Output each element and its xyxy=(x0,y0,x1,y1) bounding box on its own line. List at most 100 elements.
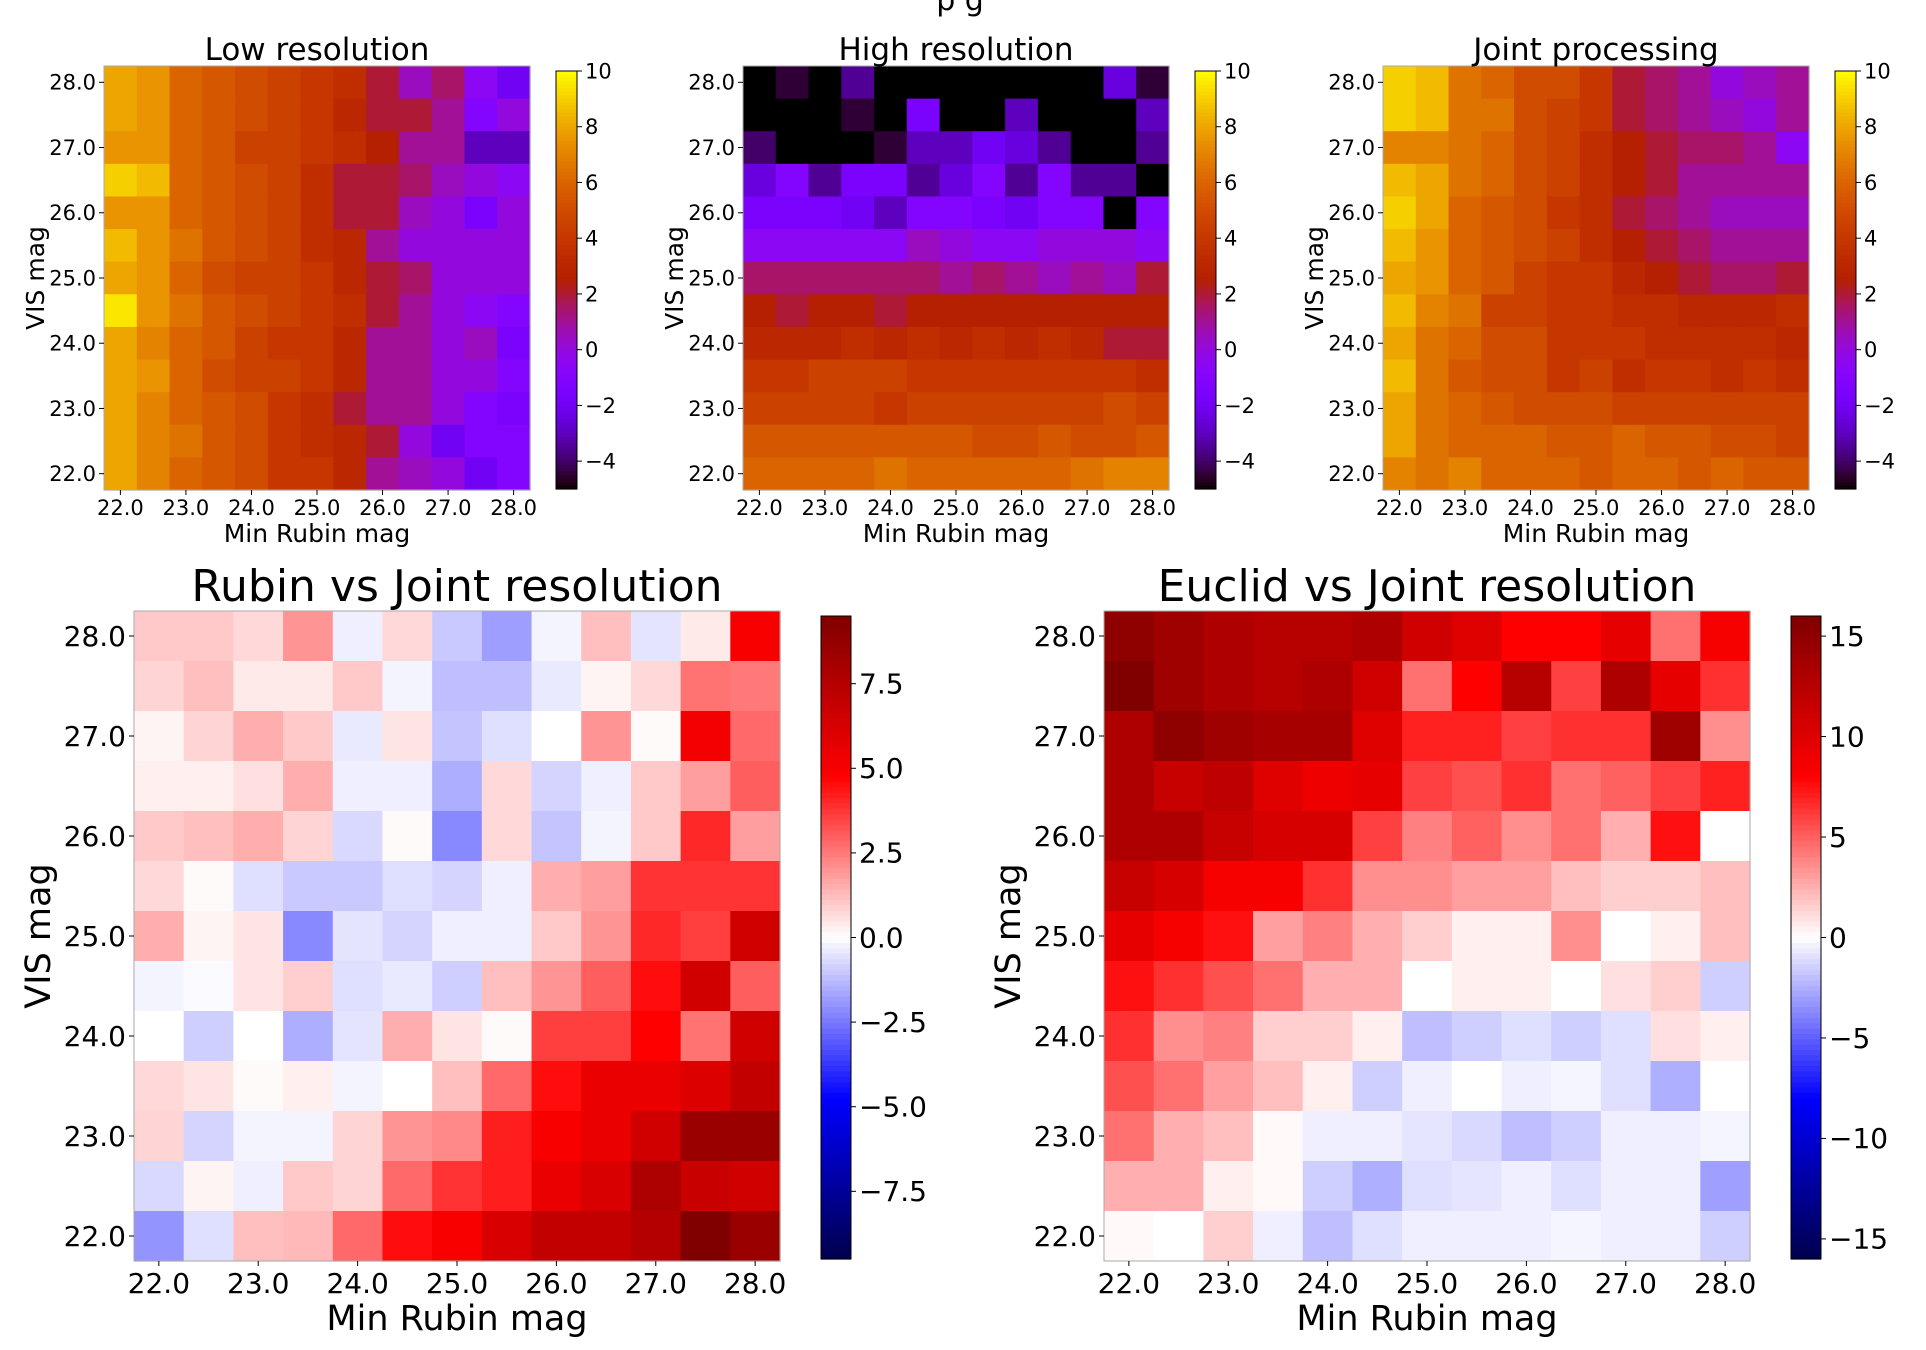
heatmap-cell xyxy=(1776,229,1810,263)
colorbar-band xyxy=(1195,98,1216,103)
heatmap-cell xyxy=(1546,294,1581,328)
heatmap-cell xyxy=(972,98,1006,132)
y-tick-label: 25.0 xyxy=(1328,266,1375,290)
colorbar-band xyxy=(1791,841,1821,848)
y-tick-label: 22.0 xyxy=(64,1220,126,1253)
colorbar-band xyxy=(821,894,851,901)
colorbar-band xyxy=(556,185,577,191)
colorbar-band xyxy=(1195,182,1216,187)
y-tick-label: 22.0 xyxy=(1328,462,1375,486)
colorbar-band xyxy=(821,975,851,981)
heatmap-cell xyxy=(1153,611,1204,662)
heatmap-cell xyxy=(1402,861,1453,912)
heatmap-cell xyxy=(1600,1211,1652,1262)
colorbar-band xyxy=(556,172,577,177)
colorbar-band xyxy=(821,1103,851,1110)
colorbar-band xyxy=(1791,878,1821,885)
heatmap-cell xyxy=(1551,911,1602,962)
colorbar-band xyxy=(1835,314,1856,319)
heatmap-cell xyxy=(283,1011,334,1062)
heatmap-cell xyxy=(1501,1011,1552,1062)
heatmap-cell xyxy=(972,131,1006,165)
heatmap-cell xyxy=(1743,457,1777,491)
y-tick-label: 27.0 xyxy=(1328,136,1375,160)
colorbar-band xyxy=(1835,398,1856,403)
heatmap-cell xyxy=(1253,761,1304,812)
heatmap-cell xyxy=(874,359,908,393)
colorbar-band xyxy=(556,273,577,278)
heatmap-cell xyxy=(104,359,138,393)
colorbar-band xyxy=(1791,717,1821,724)
colorbar-band xyxy=(821,1071,851,1078)
colorbar-band xyxy=(1835,168,1856,173)
heatmap-cell xyxy=(1710,424,1745,458)
colorbar-band xyxy=(556,130,577,135)
heatmap-cell xyxy=(283,961,334,1012)
y-tick-label: 26.0 xyxy=(49,201,96,225)
heatmap-cell xyxy=(464,294,498,328)
heatmap-cell xyxy=(481,961,533,1012)
colorbar-band xyxy=(821,1226,851,1233)
heatmap-cell xyxy=(1650,711,1701,762)
colorbar-band xyxy=(1791,808,1821,815)
colorbar-band xyxy=(556,210,577,215)
colorbar-tick-label: 6 xyxy=(585,171,598,195)
heatmap-cell xyxy=(183,1211,234,1262)
heatmap-cell xyxy=(1677,131,1712,165)
heatmap-cell xyxy=(1104,1111,1155,1162)
colorbar-band xyxy=(556,199,577,204)
heatmap-cell xyxy=(300,326,334,361)
colorbar-band xyxy=(1791,873,1821,880)
colorbar-tick-label: −7.5 xyxy=(859,1175,927,1208)
heatmap-cell xyxy=(202,457,236,491)
heatmap-cell xyxy=(1402,961,1453,1012)
heatmap-cell xyxy=(808,229,842,263)
heatmap-cell xyxy=(939,392,973,426)
heatmap-cell xyxy=(939,98,973,132)
colorbar-band xyxy=(821,1028,851,1035)
heatmap-cell xyxy=(1710,98,1745,132)
colorbar-frame xyxy=(1194,70,1217,490)
heatmap-cell xyxy=(1650,661,1701,712)
colorbar-band xyxy=(1195,248,1216,253)
heatmap-cell xyxy=(300,66,334,100)
colorbar-band xyxy=(1791,867,1821,874)
heatmap-cell xyxy=(1103,229,1137,263)
heatmap-cell xyxy=(1776,424,1810,458)
heatmap-cell xyxy=(939,196,973,230)
heatmap-cell xyxy=(630,1011,682,1062)
colorbar-band xyxy=(1195,485,1216,490)
colorbar-band xyxy=(556,192,577,197)
panel-title: Euclid vs Joint resolution xyxy=(1158,561,1697,612)
colorbar-band xyxy=(1835,387,1856,393)
colorbar-band xyxy=(1195,443,1216,448)
heatmap-cell xyxy=(136,294,171,328)
colorbar-band xyxy=(556,84,577,90)
heatmap-cell xyxy=(581,861,632,912)
colorbar-tick-label: −2.5 xyxy=(859,1006,927,1039)
heatmap-cell xyxy=(332,1011,384,1062)
heatmap-cell xyxy=(235,98,269,132)
colorbar-band xyxy=(821,883,851,890)
colorbar-band xyxy=(556,126,577,131)
heatmap-cell xyxy=(1551,811,1602,862)
colorbar-tick-label: 0 xyxy=(1829,921,1847,954)
colorbar-band xyxy=(821,637,851,644)
heatmap-cell xyxy=(1153,961,1204,1012)
colorbar-band xyxy=(1791,1082,1821,1089)
colorbar-band xyxy=(821,1210,851,1217)
heatmap-cell xyxy=(1070,457,1105,491)
colorbar-band xyxy=(556,307,577,312)
colorbar-band xyxy=(1835,471,1856,476)
heatmap-cell xyxy=(398,163,433,198)
heatmap-cell xyxy=(1302,711,1354,762)
heatmap-cell xyxy=(1302,1061,1354,1112)
y-tick-label: 23.0 xyxy=(49,397,96,421)
colorbar-band xyxy=(1791,1114,1821,1121)
colorbar-band xyxy=(1835,252,1856,257)
heatmap-cell xyxy=(1253,911,1304,962)
x-tick-label: 22.0 xyxy=(1098,1267,1160,1300)
heatmap-cell xyxy=(1451,861,1503,912)
heatmap-cell xyxy=(202,392,236,426)
